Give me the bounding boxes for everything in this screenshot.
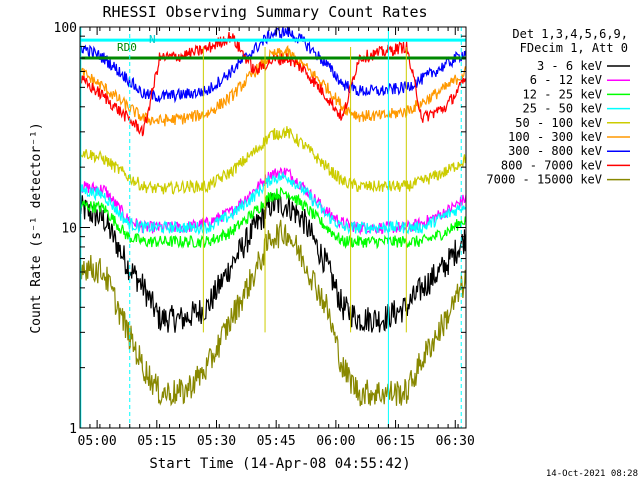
- series-line: [80, 126, 466, 195]
- legend-item: 25 - 50 keV: [523, 102, 630, 116]
- x-tick-label: 06:15: [376, 434, 415, 449]
- y-tick-label: 100: [54, 21, 77, 36]
- legend-label: 300 - 800 keV: [508, 144, 602, 158]
- legend-label: 800 - 7000 keV: [501, 158, 602, 172]
- legend-item: 50 - 100 keV: [515, 116, 630, 130]
- legend-header-line-2: FDecim 1, Att 0: [520, 41, 628, 55]
- series-3: [80, 186, 466, 250]
- series-line: [80, 27, 466, 104]
- legend-label: 12 - 25 keV: [523, 87, 602, 101]
- series-7: [80, 27, 466, 104]
- x-tick-label: 06:30: [436, 434, 475, 449]
- legend-label: 7000 - 15000 keV: [486, 173, 602, 187]
- x-tick-label: 05:15: [137, 434, 176, 449]
- n-label: N: [149, 33, 156, 46]
- series-9: [80, 219, 466, 407]
- legend-label: 25 - 50 keV: [523, 102, 602, 116]
- series-5: [80, 126, 466, 195]
- x-tick-label: 05:00: [78, 434, 117, 449]
- series-layer: [80, 27, 466, 407]
- legend-item: 300 - 800 keV: [508, 144, 630, 158]
- legend-item: 6 - 12 keV: [530, 73, 630, 87]
- series-line: [80, 193, 466, 333]
- chart-title: RHESSI Observing Summary Count Rates: [102, 3, 427, 21]
- legend-header-line-1: Det 1,3,4,5,6,9,: [512, 27, 628, 41]
- series-6: [80, 44, 466, 127]
- series-line: [80, 44, 466, 127]
- flag-layer: [80, 38, 466, 60]
- legend-label: 50 - 100 keV: [515, 116, 602, 130]
- x-tick-label: 05:45: [257, 434, 296, 449]
- timestamp: 14-Oct-2021 08:28: [546, 469, 638, 479]
- series-line: [80, 219, 466, 407]
- y-axis-label: Count Rate (s⁻¹ detector⁻¹): [29, 122, 44, 333]
- legend-item: 12 - 25 keV: [523, 87, 630, 101]
- legend-label: 100 - 300 keV: [508, 130, 602, 144]
- series-line: [80, 186, 466, 250]
- y-tick-label: 1: [69, 422, 77, 437]
- legend: Det 1,3,4,5,6,9, FDecim 1, Att 0 3 - 6 k…: [486, 27, 630, 187]
- legend-item: 800 - 7000 keV: [501, 158, 630, 172]
- legend-item: 7000 - 15000 keV: [486, 173, 630, 187]
- y-tick-label: 10: [61, 222, 77, 237]
- series-1: [80, 193, 466, 333]
- x-axis-ticks: 05:00 05:15 05:30 05:45 06:00 06:15 06:30: [78, 27, 475, 449]
- legend-label: 6 - 12 keV: [530, 73, 602, 87]
- rd0-label: RD0: [117, 41, 137, 54]
- legend-item: 3 - 6 keV: [537, 59, 630, 73]
- x-axis-label: Start Time (14-Apr-08 04:55:42): [149, 456, 410, 472]
- legend-label: 3 - 6 keV: [537, 59, 602, 73]
- y-axis-ticks: 1 10 100: [54, 21, 466, 437]
- x-tick-label: 06:00: [316, 434, 355, 449]
- x-tick-label: 05:30: [197, 434, 236, 449]
- series-line: [80, 170, 466, 236]
- series-4: [80, 170, 466, 236]
- legend-item: 100 - 300 keV: [508, 130, 630, 144]
